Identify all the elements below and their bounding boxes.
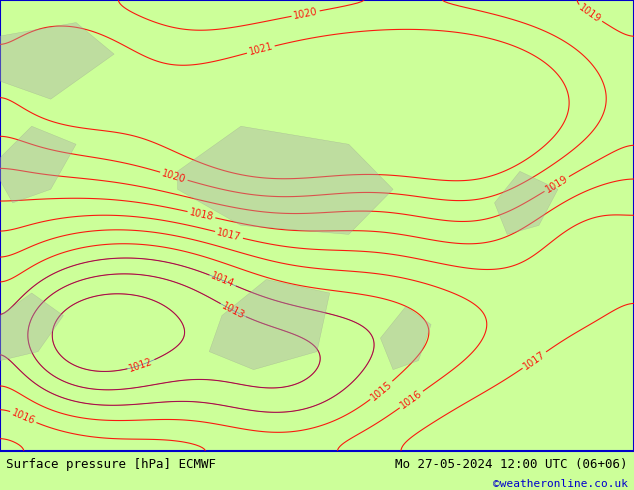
Text: 1016: 1016 xyxy=(10,408,37,426)
Text: 1014: 1014 xyxy=(209,271,236,290)
Text: 1020: 1020 xyxy=(292,6,319,21)
Text: 1017: 1017 xyxy=(216,227,242,243)
Text: 1017: 1017 xyxy=(521,349,547,371)
Text: 1021: 1021 xyxy=(248,42,274,57)
Text: Mo 27-05-2024 12:00 UTC (06+06): Mo 27-05-2024 12:00 UTC (06+06) xyxy=(395,458,628,471)
Text: 1020: 1020 xyxy=(160,168,187,184)
Polygon shape xyxy=(178,126,393,234)
Text: 1015: 1015 xyxy=(369,379,394,402)
Text: 1019: 1019 xyxy=(543,173,570,195)
Polygon shape xyxy=(495,172,558,234)
Text: 1018: 1018 xyxy=(188,207,214,222)
Text: ©weatheronline.co.uk: ©weatheronline.co.uk xyxy=(493,479,628,489)
Polygon shape xyxy=(0,293,63,361)
Text: 1019: 1019 xyxy=(577,2,603,25)
Text: 1016: 1016 xyxy=(399,389,424,411)
Polygon shape xyxy=(209,279,330,369)
Text: 1012: 1012 xyxy=(128,356,155,373)
Polygon shape xyxy=(0,23,114,99)
Polygon shape xyxy=(380,307,431,369)
Text: 1013: 1013 xyxy=(220,300,247,320)
Text: Surface pressure [hPa] ECMWF: Surface pressure [hPa] ECMWF xyxy=(6,458,216,471)
Polygon shape xyxy=(0,126,76,203)
